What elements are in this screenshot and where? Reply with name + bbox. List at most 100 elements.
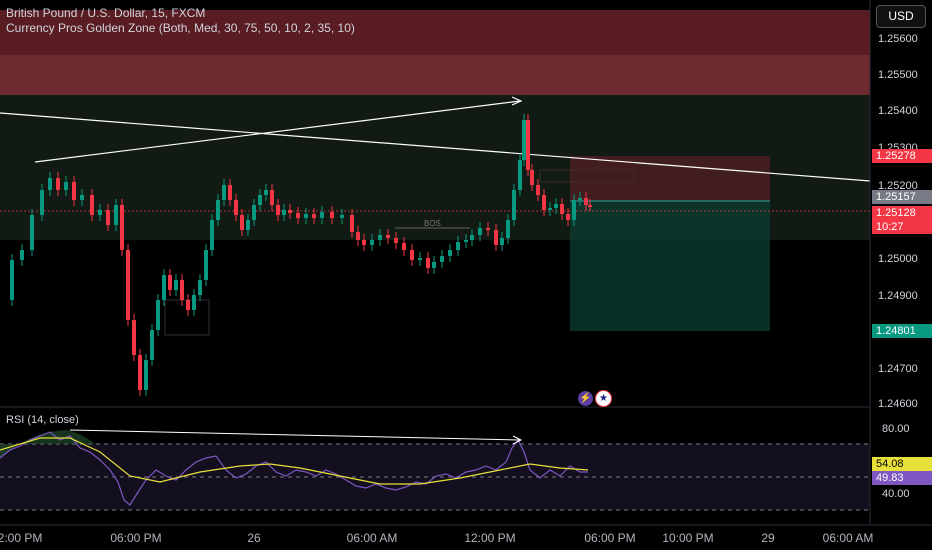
last-price-label: 1.25157 [872,190,932,204]
rsi-title[interactable]: RSI (14, close) [6,414,79,426]
candle-body [548,208,552,210]
candle-body [296,213,300,218]
candle-body [216,200,220,220]
rsi-divergence-line [69,429,521,441]
candle-body [350,215,354,232]
candle-body [530,170,534,185]
candle-body [240,215,244,230]
candle-body [402,243,406,250]
candle-body [470,235,474,240]
candle-body [386,235,390,238]
candle-body [234,200,238,215]
candle-body [512,190,516,220]
rsi-ma-line [0,437,589,485]
candle-body [168,275,172,290]
candle-body [204,250,208,280]
candle-body [572,200,576,220]
candle-body [526,120,530,170]
candle-body [340,215,344,218]
time-tick: 10:00 PM [662,531,714,545]
time-tick: 06:00 PM [110,531,162,545]
candle-body [150,330,154,360]
candle-body [356,232,360,240]
time-tick: 29 [761,531,775,545]
event-icons: ⚡ ★ [578,388,614,407]
us-flag-icon[interactable]: ★ [595,390,612,407]
candle-body [394,238,398,243]
candle-body [554,204,558,208]
candlesticks [10,114,592,396]
indicator-title[interactable]: Currency Pros Golden Zone (Both, Med, 30… [6,21,355,35]
rsi-level: 40.00 [882,488,910,500]
price-tick: 1.25200 [878,180,918,192]
candle-body [270,190,274,205]
stop-price-label: 1.24801 [872,324,932,338]
supply-zone-lower [0,55,870,95]
candle-body [330,212,334,218]
currency-button[interactable]: USD [876,5,926,28]
candle-body [80,195,84,200]
price-tick: 1.25600 [878,33,918,45]
candle-body [536,185,540,195]
lightning-icon[interactable]: ⚡ [578,391,593,406]
rsi-line [0,431,588,506]
candle-body [410,250,414,260]
price-tick: 1.24900 [878,290,918,302]
divergence-line [34,100,521,163]
candle-body [500,238,504,245]
stop-box [570,201,770,331]
price-tick: 1.25500 [878,69,918,81]
candle-body [584,198,588,205]
candle-body [120,205,124,250]
candle-body [162,275,166,300]
candle-body [132,320,136,355]
candle-body [98,210,102,215]
descending-trendline [0,112,871,182]
candle-body [542,195,546,210]
candle-body [40,190,44,215]
candle-body [506,220,510,238]
time-tick: 12:00 PM [464,531,516,545]
price-tick: 1.25400 [878,105,918,117]
candle-body [258,195,262,205]
bos-label: BOS [424,219,441,228]
candle-body [320,212,324,218]
candle-body [478,228,482,235]
candle-body [138,355,142,390]
candle-body [522,120,526,160]
candle-body [192,295,196,310]
candle-body [228,185,232,200]
price-tick: 1.24600 [878,398,918,410]
price-tick: 1.25000 [878,253,918,265]
candle-body [222,185,226,200]
candle-body [252,205,256,220]
symbol-title[interactable]: British Pound / U.S. Dollar, 15, FXCM [6,6,206,20]
time-tick: 26 [247,531,261,545]
candle-body [30,215,34,250]
candle-body [440,256,444,262]
candle-body [304,214,308,218]
candle-body [144,360,148,390]
candle-body [578,198,582,200]
candle-body [126,250,130,320]
target-price-label: 1.25278 [872,149,932,163]
candle-body [198,280,202,295]
candle-body [174,280,178,290]
price-tick: 1.24700 [878,363,918,375]
candle-body [288,210,292,213]
candle-body [56,178,60,190]
countdown-label: 10:27 [872,220,932,234]
candle-body [464,240,468,242]
candle-body [486,228,490,230]
candle-body [180,280,184,300]
candle-body [518,160,522,190]
candle-body [210,220,214,250]
candle-body [186,300,190,310]
rsi-ma-value-label: 49.83 [872,471,932,485]
rsi-level: 80.00 [882,423,910,435]
candle-body [362,240,366,245]
supply-zone-upper [0,10,870,55]
candle-body [10,260,14,300]
time-tick: 06:00 PM [584,531,636,545]
